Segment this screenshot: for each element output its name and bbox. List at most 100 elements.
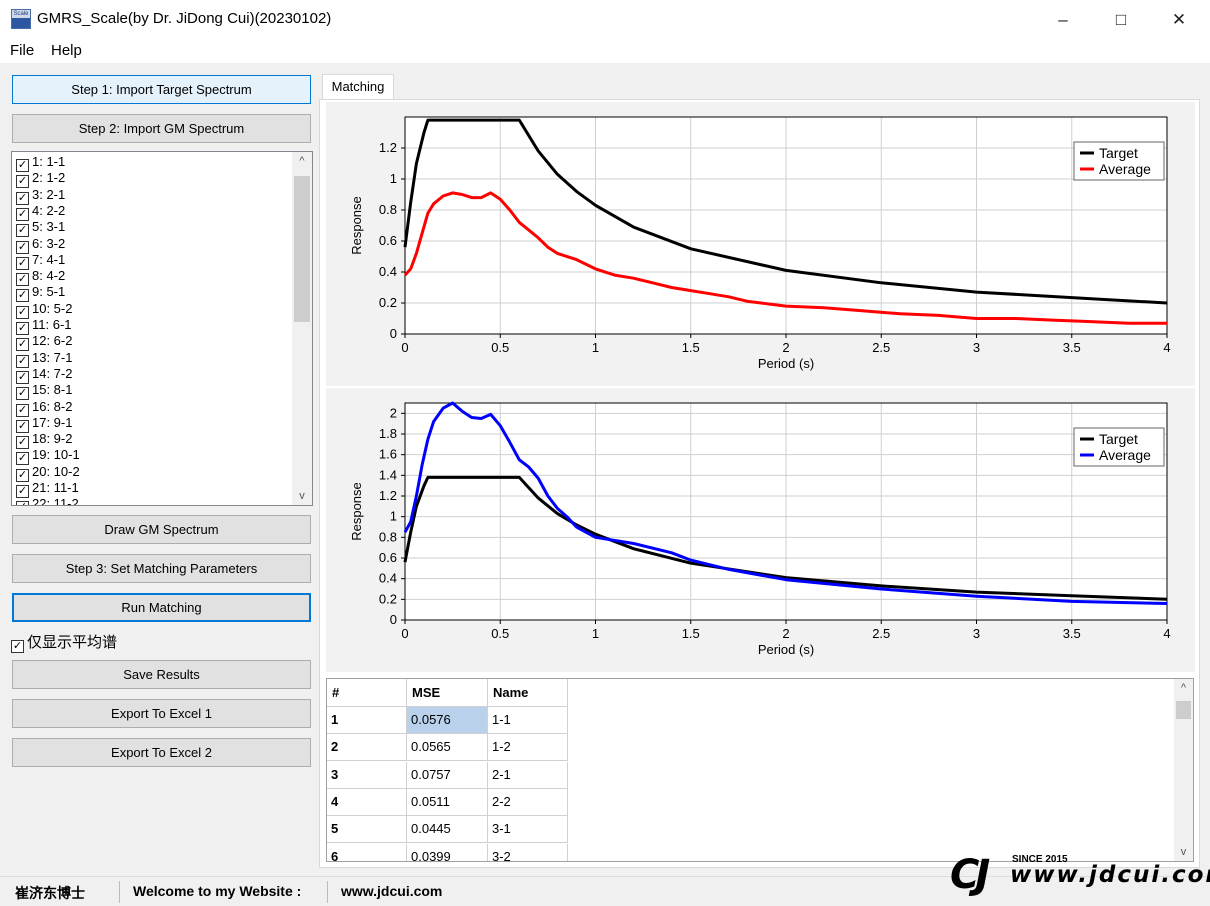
status-website[interactable]: www.jdcui.com: [341, 883, 443, 899]
checkbox-icon[interactable]: ✓: [16, 273, 29, 287]
list-item[interactable]: ✓ 18: 9-2: [16, 431, 72, 450]
checkbox-icon[interactable]: ✓: [16, 387, 29, 401]
row-index[interactable]: 4: [327, 788, 407, 816]
list-item[interactable]: ✓ 20: 10-2: [16, 464, 80, 482]
checkbox-icon[interactable]: ✓: [16, 207, 29, 221]
checkbox-icon[interactable]: ✓: [16, 485, 29, 498]
checkbox-icon[interactable]: ✓: [16, 322, 29, 335]
checkbox-icon[interactable]: ✓: [16, 289, 29, 303]
save-results-button[interactable]: Save Results: [12, 660, 311, 689]
checkbox-icon[interactable]: ✓: [16, 224, 29, 238]
header-index[interactable]: #: [327, 679, 407, 707]
list-item[interactable]: ✓ 15: 8-1: [16, 382, 72, 401]
checkbox-icon[interactable]: ✓: [16, 175, 29, 189]
menu-file[interactable]: File: [10, 42, 35, 59]
plot-border: [404, 116, 1168, 335]
checkbox-icon[interactable]: ✓: [16, 256, 29, 270]
row-index[interactable]: 3: [327, 761, 407, 789]
row-name[interactable]: 1-2: [488, 734, 568, 762]
checkbox-icon[interactable]: ✓: [16, 191, 29, 205]
checkbox-icon[interactable]: ✓: [16, 501, 29, 505]
list-item-label: 16: 8-2: [32, 398, 73, 414]
checkbox-icon[interactable]: ✓: [16, 240, 29, 254]
scroll-thumb[interactable]: [1176, 701, 1191, 719]
row-name[interactable]: 2-1: [488, 761, 568, 789]
table-scrollbar[interactable]: ^ v: [1174, 679, 1193, 861]
scroll-thumb[interactable]: [294, 176, 310, 322]
results-table[interactable]: # MSE Name 1 0.0576 1-1 2 0.0565 1-2 3 0.0757 2-…: [326, 678, 1194, 862]
list-item[interactable]: ✓ 14: 7-2: [16, 366, 72, 384]
list-item[interactable]: ✓ 1: 1-1: [16, 154, 65, 172]
row-mse[interactable]: 0.0565: [407, 734, 488, 762]
row-index[interactable]: 2: [327, 734, 407, 762]
list-item[interactable]: ✓ 16: 8-2: [16, 398, 73, 417]
row-mse[interactable]: 0.0757: [407, 761, 488, 789]
row-name[interactable]: 1-1: [488, 707, 568, 734]
checkbox-icon[interactable]: ✓: [16, 436, 29, 450]
tab-matching[interactable]: Matching: [322, 74, 394, 100]
row-index[interactable]: 1: [327, 707, 407, 734]
checkbox-icon[interactable]: ✓: [16, 403, 29, 417]
list-item[interactable]: ✓ 17: 9-1: [16, 415, 72, 433]
export-excel1-button[interactable]: Export To Excel 1: [12, 699, 311, 728]
legend-label: Target: [1099, 431, 1138, 447]
checkbox-icon[interactable]: ✓: [11, 640, 24, 653]
gm-checklist[interactable]: ✓ 1: 1-1 ✓ 2: 1-2 ✓ 3: 2-1 ✓ 4: 2-2 ✓ 5: 3-1 ✓ 6: 3…: [11, 151, 313, 506]
scroll-down-icon[interactable]: v: [299, 490, 305, 502]
list-scrollbar[interactable]: ^ v: [292, 152, 312, 505]
list-item-label: 5: 3-1: [32, 219, 66, 235]
scroll-up-icon[interactable]: ^: [299, 155, 305, 167]
row-index[interactable]: 5: [327, 816, 407, 844]
row-mse[interactable]: 0.0399: [407, 843, 488, 861]
row-mse[interactable]: 0.0576: [407, 707, 488, 734]
list-item[interactable]: ✓ 4: 2-2: [16, 203, 65, 221]
list-item[interactable]: ✓ 13: 7-1: [16, 350, 72, 368]
header-mse[interactable]: MSE: [407, 679, 488, 707]
list-item[interactable]: ✓ 5: 3-1: [16, 219, 66, 238]
avg-only-checkbox[interactable]: ✓ 仅显示平均谱: [11, 631, 117, 653]
checkbox-icon[interactable]: ✓: [16, 354, 29, 368]
checkbox-icon[interactable]: ✓: [16, 419, 29, 433]
list-item[interactable]: ✓ 7: 4-1: [16, 251, 66, 270]
import-gm-button[interactable]: Step 2: Import GM Spectrum: [12, 114, 311, 143]
set-params-button[interactable]: Step 3: Set Matching Parameters: [12, 554, 311, 583]
row-name[interactable]: 3-2: [488, 843, 568, 861]
list-item[interactable]: ✓ 9: 5-1: [16, 284, 65, 303]
draw-gm-button[interactable]: Draw GM Spectrum: [12, 515, 311, 544]
row-index[interactable]: 6: [327, 843, 407, 861]
list-item[interactable]: ✓ 21: 11-1: [16, 480, 79, 498]
list-item[interactable]: ✓ 8: 4-2: [16, 268, 65, 287]
list-item[interactable]: ✓ 11: 6-1: [16, 317, 72, 335]
scroll-up-icon[interactable]: ^: [1180, 682, 1187, 694]
checkbox-icon[interactable]: ✓: [16, 452, 29, 466]
row-mse[interactable]: 0.0511: [407, 788, 488, 816]
list-item[interactable]: ✓ 6: 3-2: [16, 236, 65, 254]
row-name[interactable]: 2-2: [488, 788, 568, 816]
x-tick-label: 3.5: [1063, 340, 1081, 355]
list-item[interactable]: ✓ 10: 5-2: [16, 301, 72, 319]
close-icon[interactable]: ✕: [1171, 10, 1187, 29]
list-item-label: 7: 4-1: [32, 251, 66, 267]
menu-help[interactable]: Help: [51, 42, 82, 59]
list-item[interactable]: ✓ 19: 10-1: [16, 447, 80, 466]
export-excel2-button[interactable]: Export To Excel 2: [12, 738, 311, 767]
checkbox-icon[interactable]: ✓: [16, 468, 29, 482]
status-author: 崔济东博士: [15, 885, 85, 901]
run-matching-button[interactable]: Run Matching: [12, 593, 311, 622]
minimize-icon[interactable]: –: [1058, 10, 1068, 29]
row-mse[interactable]: 0.0445: [407, 816, 488, 844]
scroll-down-icon[interactable]: v: [1180, 846, 1187, 858]
list-item[interactable]: ✓ 2: 1-2: [16, 170, 65, 189]
import-target-button[interactable]: Step 1: Import Target Spectrum: [12, 75, 311, 104]
maximize-icon[interactable]: □: [1115, 10, 1127, 29]
list-item[interactable]: ✓ 12: 6-2: [16, 333, 72, 352]
checkbox-icon[interactable]: ✓: [16, 159, 29, 172]
row-name[interactable]: 3-1: [488, 816, 568, 844]
list-item[interactable]: ✓ 3: 2-1: [16, 187, 65, 205]
checkbox-icon[interactable]: ✓: [16, 305, 29, 319]
checkbox-icon[interactable]: ✓: [16, 338, 29, 352]
header-name[interactable]: Name: [488, 679, 568, 707]
checkbox-icon[interactable]: ✓: [16, 370, 29, 384]
x-tick-label: 3.5: [1063, 626, 1081, 641]
list-item[interactable]: ✓22: 11-2: [16, 496, 79, 505]
